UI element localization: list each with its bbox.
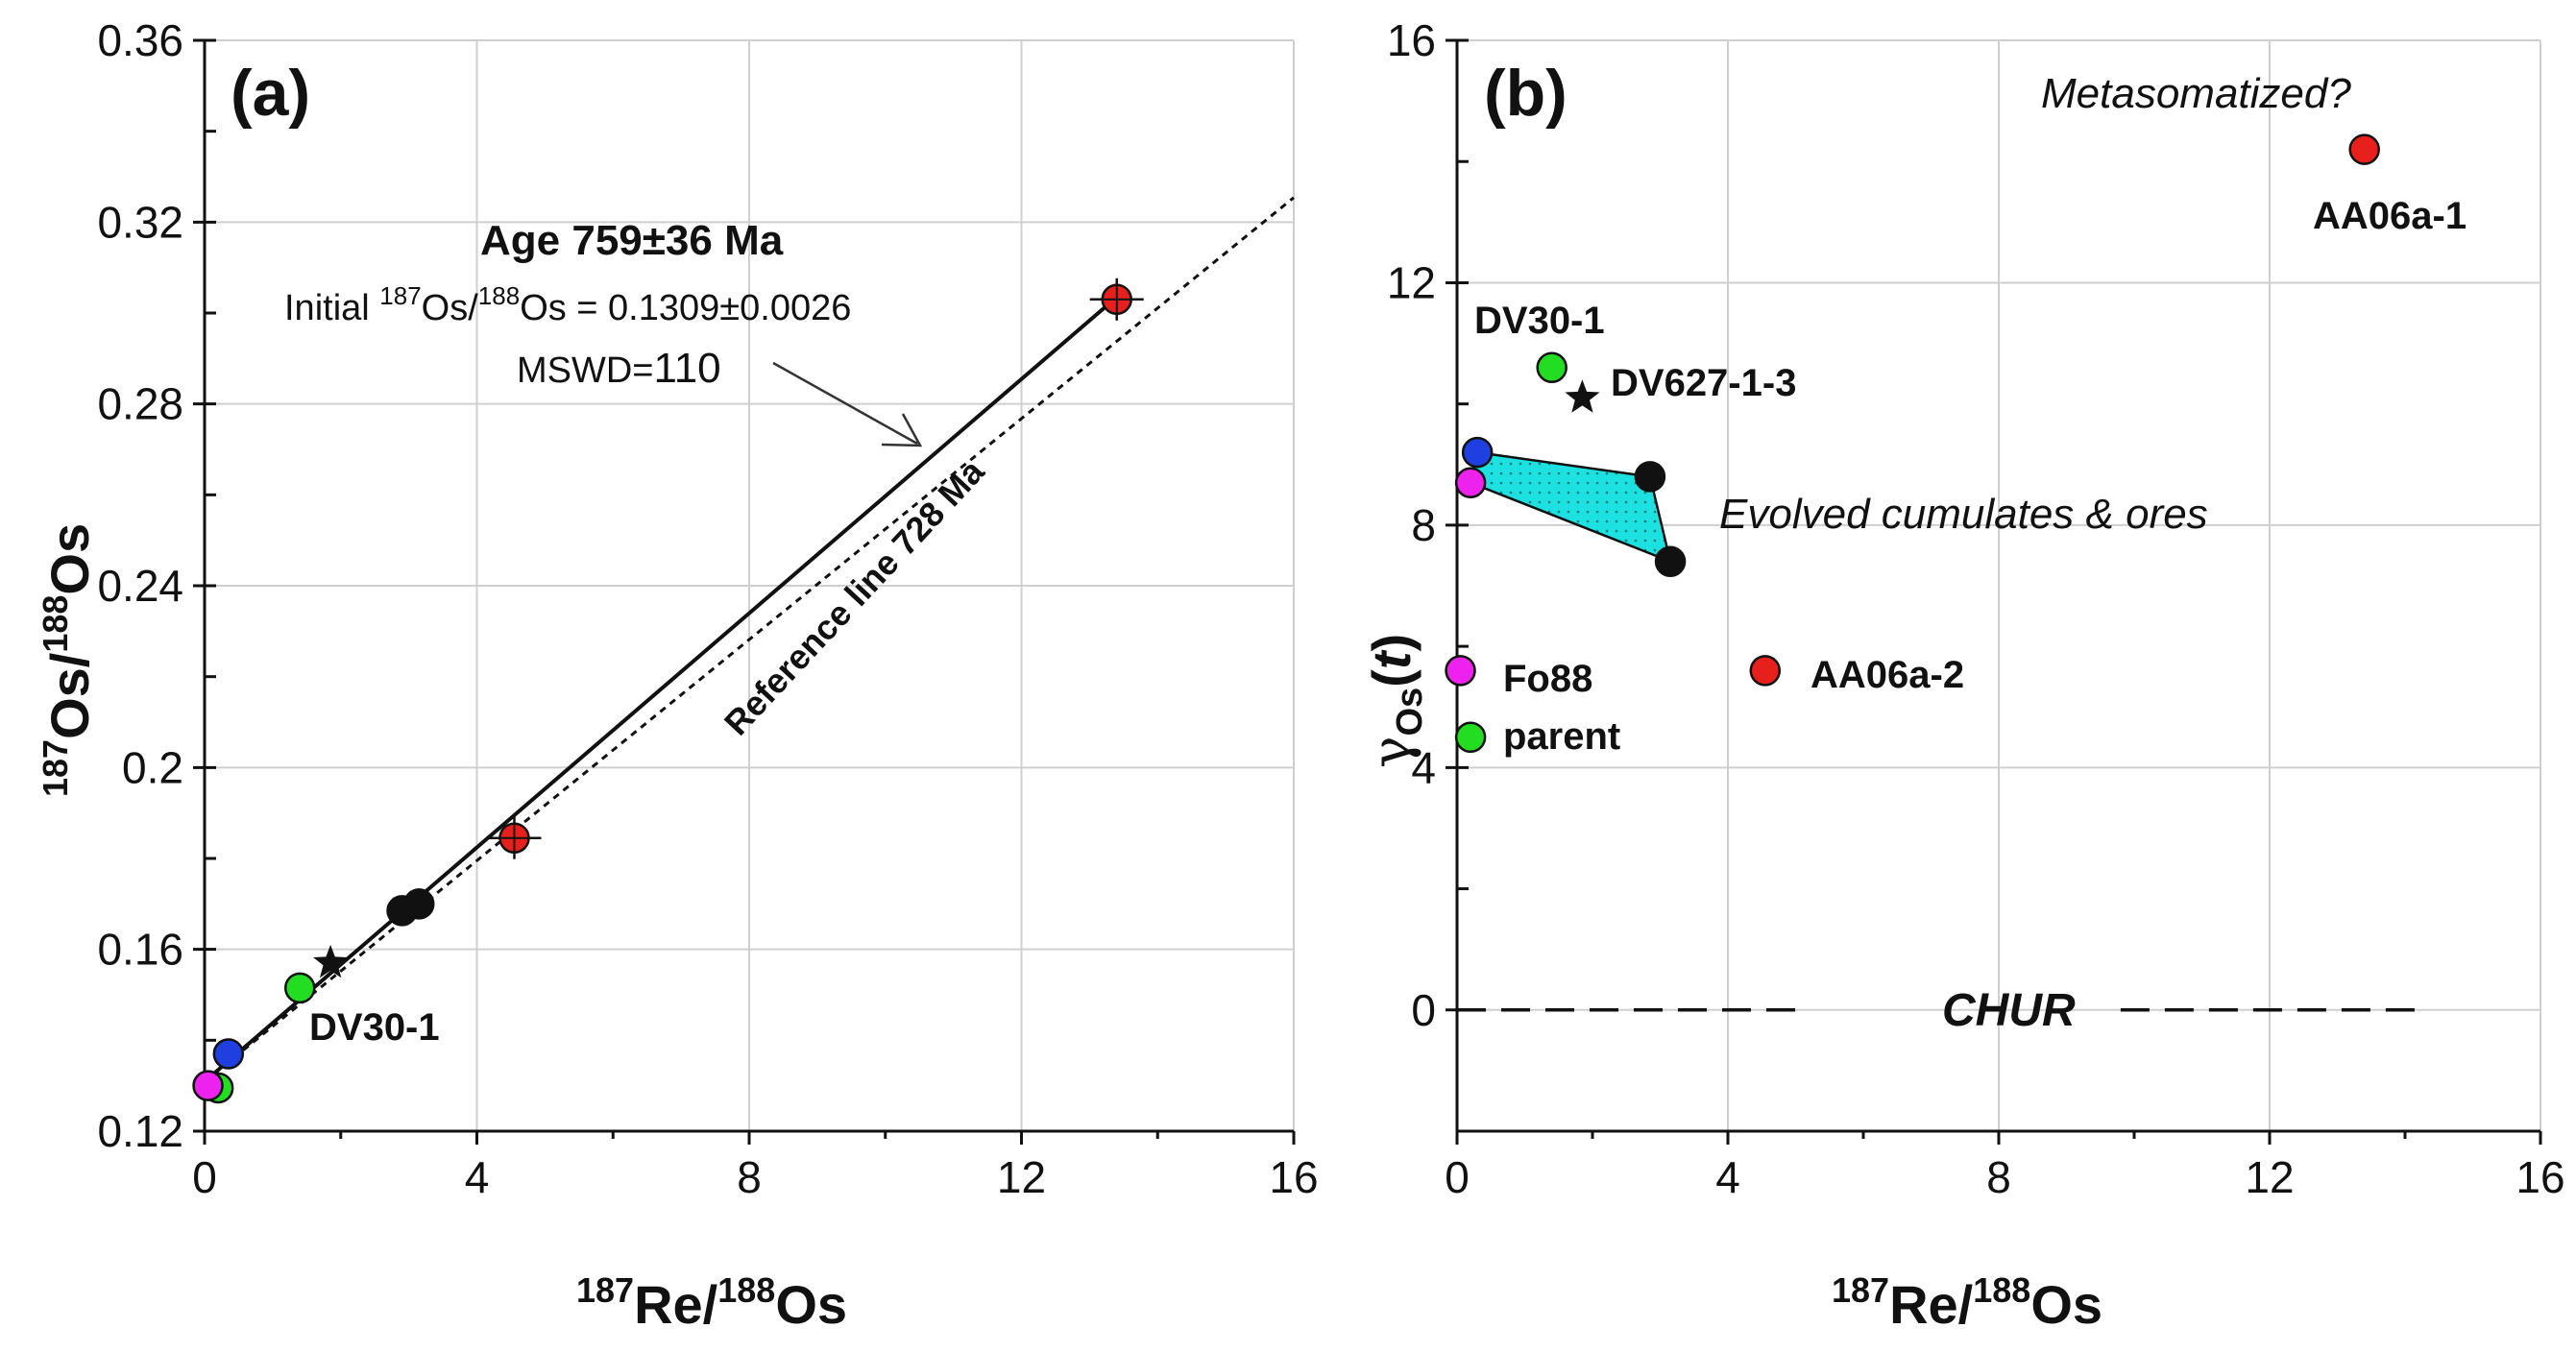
- y-tick-label: 8: [1411, 500, 1436, 550]
- y-tick-label: 0.16: [97, 925, 183, 975]
- mswd-annotation: MSWD=110: [517, 345, 721, 392]
- black-marker: [1654, 545, 1687, 578]
- green-marker: [1536, 351, 1567, 384]
- mswd-arrow-head: [881, 413, 923, 447]
- metasomatized-annotation: Metasomatized?: [2041, 70, 2351, 117]
- x-tick-label: 0: [192, 1152, 217, 1202]
- x-tick-label: 0: [1445, 1152, 1470, 1202]
- magenta-marker: [192, 1070, 224, 1101]
- black-marker: [1634, 461, 1666, 493]
- panel-a-tag: (a): [231, 57, 310, 130]
- panel-a-grid: [205, 39, 1295, 1131]
- mswd-arrow-shaft: [772, 361, 918, 446]
- x-tick-label: 8: [737, 1152, 762, 1202]
- panel-b-axes: [1446, 38, 2542, 1145]
- y-tick-label: 4: [1411, 742, 1436, 792]
- magenta-marker: [1454, 467, 1487, 498]
- panel-b-tick-labels: 0 4 8 12 16 0 4 8 12 16: [1387, 15, 2565, 1202]
- red-marker: [2348, 133, 2380, 165]
- panel-a-lines: [203, 196, 1295, 1083]
- y-tick-label: 0.12: [97, 1106, 183, 1156]
- label-dv30-1-b: DV30-1: [1474, 300, 1605, 342]
- reference-line-label: Reference line 728 Ma: [717, 451, 992, 743]
- blue-marker: [212, 1038, 245, 1070]
- label-dv627-1-3: DV627-1-3: [1611, 362, 1796, 404]
- x-tick-label: 12: [2245, 1152, 2294, 1202]
- blue-marker: [1461, 436, 1494, 469]
- label-aa06a-2: AA06a-2: [1810, 654, 1964, 696]
- label-dv30-1-a: DV30-1: [309, 1006, 440, 1049]
- panel-a: 0 4 8 12 16 0.12 0.16 0.2 0.24 0.28 0.32 0.36 (a) A…: [36, 15, 1319, 1335]
- panel-a-y-axis-label: 187Os/188Os: [36, 523, 100, 797]
- x-tick-label: 12: [997, 1152, 1046, 1202]
- evolved-annotation: Evolved cumulates & ores: [1719, 491, 2208, 538]
- panel-b-grid: [1457, 39, 2541, 1131]
- y-tick-label: 0: [1411, 985, 1436, 1035]
- star-marker: [313, 944, 349, 978]
- label-aa06a-1: AA06a-1: [2313, 195, 2467, 237]
- panel-a-x-axis-label: 187Re/188Os: [576, 1270, 847, 1335]
- panel-a-axes: [193, 38, 1296, 1145]
- chur-annotation: CHUR: [1942, 985, 2076, 1036]
- x-tick-label: 16: [1269, 1152, 1318, 1202]
- age-annotation: Age 759±36 Ma: [480, 217, 784, 264]
- panel-a-tick-labels: 0 4 8 12 16 0.12 0.16 0.2 0.24 0.28 0.32 0.36: [97, 15, 1318, 1202]
- panel-a-points: [192, 278, 1144, 1104]
- y-tick-label: 16: [1387, 15, 1436, 65]
- panel-b-y-axis-label: γOs(t): [1361, 634, 1430, 768]
- y-tick-label: 12: [1387, 257, 1436, 307]
- panel-b-tag: (b): [1484, 57, 1567, 130]
- isochron-line: [203, 295, 1119, 1083]
- panel-b-x-axis-label: 187Re/188Os: [1832, 1270, 2102, 1335]
- y-tick-label: 0.36: [97, 15, 183, 65]
- y-tick-label: 0.24: [97, 561, 183, 611]
- magenta-marker: [1445, 655, 1476, 687]
- reference-line: [204, 196, 1295, 1083]
- label-fo88: Fo88: [1503, 658, 1592, 700]
- green-marker: [283, 972, 316, 1004]
- y-tick-label: 0.28: [97, 379, 183, 429]
- x-tick-label: 4: [465, 1152, 490, 1202]
- label-parent: parent: [1503, 715, 1620, 758]
- x-tick-label: 4: [1715, 1152, 1740, 1202]
- y-tick-label: 0.2: [122, 742, 183, 792]
- star-marker: [1565, 379, 1600, 413]
- y-tick-label: 0.32: [97, 197, 183, 247]
- black-marker: [403, 888, 435, 920]
- red-marker: [1749, 655, 1782, 687]
- panel-b: 0 4 8 12 16 0 4 8 12 16 (b) Metasomatized? Evolve…: [1361, 15, 2565, 1335]
- initial-ratio-annotation: Initial 187Os/188Os = 0.1309±0.0026: [284, 281, 851, 328]
- panel-b-points: [1445, 133, 2380, 754]
- x-tick-label: 8: [1986, 1152, 2011, 1202]
- green-marker: [1454, 721, 1487, 754]
- x-tick-label: 16: [2515, 1152, 2564, 1202]
